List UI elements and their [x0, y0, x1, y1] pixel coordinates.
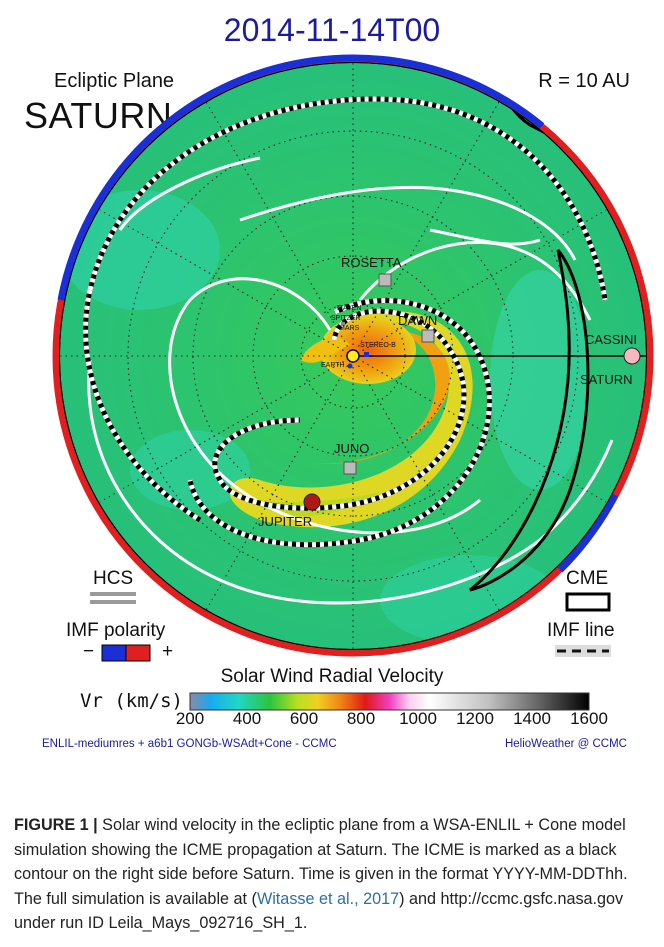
figure-title: 2014-11-14T00 [223, 12, 441, 48]
rosetta-label: ROSETTA [341, 255, 402, 270]
colorbar-tick: 200 [175, 709, 205, 728]
caption-text-1: Solar wind velocity in the ecliptic plan… [14, 816, 628, 908]
maven-marker [341, 322, 345, 326]
maven-label: MAVEN [337, 305, 362, 312]
colorbar-axis-label: Vr (km/s) [80, 690, 183, 712]
caption-citation-link[interactable]: Witasse et al., 2017 [256, 889, 400, 908]
helioweather-credit: HelioWeather @ CCMC [504, 738, 627, 750]
sun-marker [346, 349, 360, 363]
velocity-colorbar [189, 692, 590, 711]
earth-label: EARTH [321, 362, 345, 369]
jupiter-label: JUPITER [258, 514, 313, 529]
hcs-legend-swatch [90, 592, 136, 604]
saturn-label: SATURN [580, 372, 633, 387]
cme-legend-swatch [565, 592, 611, 612]
dawn-label: DAWN [398, 313, 438, 328]
spitzer-label: SPITZER [331, 315, 361, 322]
imf-line-swatch [555, 645, 611, 657]
stereo-b-marker [364, 352, 369, 357]
model-credit: ENLIL-mediumres + a6b1 GONGb-WSAdt+Cone … [42, 738, 337, 750]
rosetta-marker [378, 273, 392, 287]
colorbar-tick: 1000 [399, 709, 437, 728]
hcs-legend-label: HCS [93, 568, 134, 589]
imf-line-legend-label: IMF line [547, 620, 615, 641]
juno-marker [343, 461, 357, 475]
plane-label: Ecliptic Plane [54, 70, 175, 92]
imf-polarity-swatch [101, 644, 151, 662]
colorbar-tick: 400 [232, 709, 262, 728]
polarity-minus-label: − [83, 641, 95, 662]
colorbar-tick: 1600 [570, 709, 608, 728]
polarity-plus-label: + [162, 641, 174, 662]
cassini-label: CASSINI [585, 332, 638, 347]
colorbar-title: Solar Wind Radial Velocity [220, 666, 444, 687]
mars-label: MARS [339, 325, 360, 332]
colorbar-tick: 800 [346, 709, 376, 728]
planet-label: SATURN [24, 95, 173, 136]
caption-label: FIGURE 1 | [14, 816, 98, 834]
enlil-simulation-plot [52, 54, 654, 711]
dawn-marker [421, 329, 435, 343]
colorbar-tick: 1200 [456, 709, 494, 728]
colorbar-tick: 1400 [513, 709, 551, 728]
jupiter-marker [303, 493, 321, 511]
cme-legend-label: CME [566, 568, 609, 589]
caption-text-2: ) and http://ccmc.gsfc.nasa.gov under ru… [14, 889, 624, 933]
imf-polarity-ring [52, 54, 654, 657]
colorbar-tick: 600 [289, 709, 319, 728]
figure-caption: FIGURE 1 | Solar wind velocity in the ec… [14, 813, 650, 936]
juno-label: JUNO [334, 441, 370, 456]
saturn-marker [623, 347, 641, 365]
radius-label: R = 10 AU [538, 70, 630, 92]
stereo-b-label: STEREO-B [360, 342, 396, 349]
imf-polarity-legend-label: IMF polarity [66, 620, 166, 641]
earth-marker [347, 363, 353, 369]
